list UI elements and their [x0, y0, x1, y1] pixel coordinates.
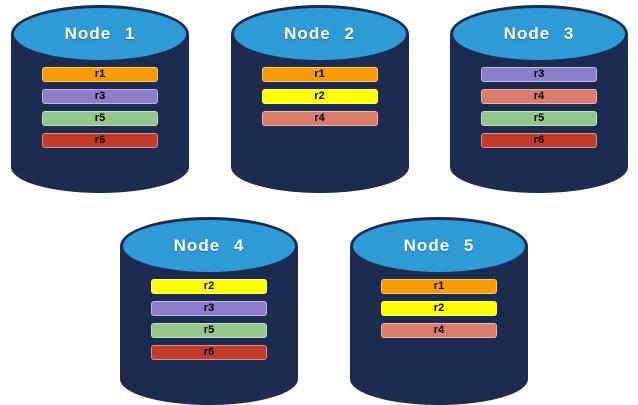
replica-bar-r3: r3	[42, 89, 158, 104]
replica-bar-r6: r6	[42, 133, 158, 148]
replica-bar-r1: r1	[42, 67, 158, 82]
replica-bar-r6: r6	[151, 345, 267, 360]
node-cylinder-5: Node 5 r1 r2 r4	[350, 217, 528, 405]
row-top: Node 1 r1 r3 r5 r6 Node 2 r1 r2 r4 Node 3 r3 r…	[0, 0, 638, 193]
replica-bar-r5: r5	[481, 111, 597, 126]
node-title: Node 1	[64, 24, 136, 43]
replica-bar-r4: r4	[261, 111, 378, 126]
node-cylinder-top: Node 3	[450, 5, 628, 63]
replica-bar-r2: r2	[151, 279, 267, 294]
node-cylinder-top: Node 1	[11, 5, 189, 63]
node-cylinder-3: Node 3 r3 r4 r5 r6	[450, 5, 628, 193]
node-title: Node 5	[403, 236, 475, 255]
replica-bar-r4: r4	[481, 89, 597, 104]
replica-list: r2 r3 r5 r6	[120, 279, 298, 360]
replica-list: r1 r2 r4	[350, 279, 528, 338]
replica-list: r1 r2 r4	[231, 67, 409, 126]
replica-bar-r6: r6	[481, 133, 597, 148]
node-title: Node 2	[284, 24, 355, 43]
node-cylinder-2: Node 2 r1 r2 r4	[230, 5, 409, 193]
replica-bar-r2: r2	[261, 89, 378, 104]
node-title: Node 3	[503, 24, 575, 43]
replica-bar-r3: r3	[151, 301, 267, 316]
node-cylinder-1: Node 1 r1 r3 r5 r6	[11, 5, 189, 193]
node-title: Node 4	[173, 236, 245, 255]
replica-bar-r1: r1	[381, 279, 497, 294]
replica-list: r3 r4 r5 r6	[450, 67, 628, 148]
replica-bar-r2: r2	[381, 301, 497, 316]
replica-bar-r4: r4	[381, 323, 497, 338]
replica-list: r1 r3 r5 r6	[11, 67, 189, 148]
node-cylinder-top: Node 5	[350, 217, 528, 275]
replica-bar-r5: r5	[151, 323, 267, 338]
node-cylinder-top: Node 4	[120, 217, 298, 275]
replica-bar-r5: r5	[42, 111, 158, 126]
replica-bar-r3: r3	[481, 67, 597, 82]
row-bottom: Node 4 r2 r3 r5 r6 Node 5 r1 r2 r4	[0, 217, 638, 405]
replica-bar-r1: r1	[261, 67, 378, 82]
node-cylinder-4: Node 4 r2 r3 r5 r6	[120, 217, 298, 405]
node-cylinder-top: Node 2	[230, 5, 409, 63]
